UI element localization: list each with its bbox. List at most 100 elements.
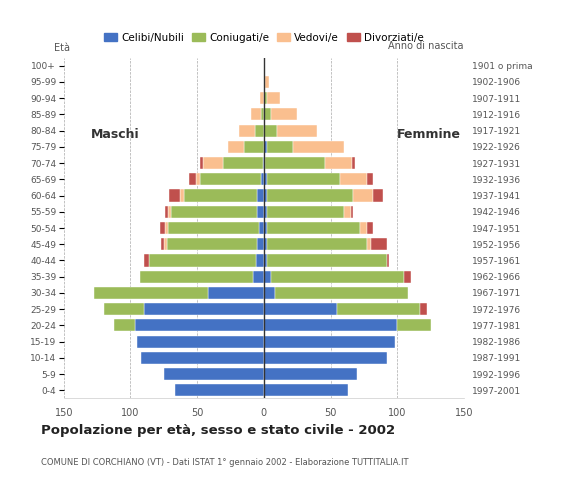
Bar bbox=[168, 206, 171, 218]
Bar bbox=[264, 368, 357, 380]
Bar bbox=[175, 384, 264, 396]
Bar bbox=[168, 222, 259, 234]
Bar bbox=[200, 157, 202, 169]
Bar bbox=[267, 238, 367, 250]
Bar bbox=[267, 206, 344, 218]
Bar bbox=[180, 190, 184, 202]
Bar bbox=[277, 124, 317, 137]
Bar bbox=[267, 173, 340, 185]
Bar bbox=[337, 303, 420, 315]
Bar bbox=[270, 108, 297, 120]
Bar bbox=[267, 222, 360, 234]
Bar bbox=[140, 271, 253, 283]
Bar bbox=[260, 92, 264, 104]
Bar bbox=[387, 254, 389, 266]
Bar bbox=[367, 238, 371, 250]
Bar bbox=[267, 141, 293, 153]
Bar bbox=[171, 206, 257, 218]
Bar bbox=[223, 157, 263, 169]
Bar bbox=[264, 238, 267, 250]
Bar bbox=[164, 238, 166, 250]
Bar bbox=[257, 190, 264, 202]
Bar bbox=[189, 173, 196, 185]
Bar bbox=[114, 319, 135, 332]
Text: COMUNE DI CORCHIANO (VT) - Dati ISTAT 1° gennaio 2002 - Elaborazione TUTTITALIA.: COMUNE DI CORCHIANO (VT) - Dati ISTAT 1°… bbox=[41, 457, 408, 467]
Bar bbox=[135, 319, 264, 332]
Bar bbox=[264, 319, 397, 332]
Legend: Celibi/Nubili, Coniugati/e, Vedovi/e, Divorziati/e: Celibi/Nubili, Coniugati/e, Vedovi/e, Di… bbox=[100, 29, 427, 47]
Bar bbox=[149, 254, 256, 266]
Bar bbox=[264, 303, 337, 315]
Bar bbox=[264, 76, 265, 88]
Bar bbox=[238, 124, 255, 137]
Bar bbox=[352, 157, 354, 169]
Text: Età: Età bbox=[54, 43, 70, 53]
Bar bbox=[264, 92, 267, 104]
Bar bbox=[165, 222, 168, 234]
Bar bbox=[404, 271, 411, 283]
Bar bbox=[208, 287, 264, 299]
Bar bbox=[397, 319, 430, 332]
Bar bbox=[264, 352, 387, 364]
Bar bbox=[264, 124, 277, 137]
Bar bbox=[259, 222, 264, 234]
Bar bbox=[264, 157, 265, 169]
Bar bbox=[141, 352, 264, 364]
Bar bbox=[353, 190, 374, 202]
Bar bbox=[265, 76, 269, 88]
Bar bbox=[293, 141, 344, 153]
Bar bbox=[196, 173, 200, 185]
Bar bbox=[137, 336, 264, 348]
Bar bbox=[202, 157, 223, 169]
Text: Popolazione per età, sesso e stato civile - 2002: Popolazione per età, sesso e stato civil… bbox=[41, 424, 395, 437]
Bar bbox=[166, 238, 257, 250]
Bar bbox=[228, 141, 244, 153]
Bar bbox=[264, 384, 348, 396]
Bar bbox=[265, 157, 325, 169]
Bar bbox=[367, 173, 374, 185]
Bar bbox=[264, 254, 267, 266]
Bar bbox=[160, 222, 165, 234]
Bar bbox=[104, 303, 144, 315]
Bar bbox=[360, 222, 367, 234]
Bar bbox=[256, 254, 264, 266]
Bar bbox=[161, 238, 164, 250]
Bar bbox=[340, 173, 367, 185]
Bar bbox=[264, 173, 267, 185]
Text: Anno di nascita: Anno di nascita bbox=[389, 41, 464, 51]
Bar bbox=[264, 222, 267, 234]
Bar bbox=[244, 141, 264, 153]
Bar bbox=[263, 157, 264, 169]
Bar bbox=[274, 287, 408, 299]
Bar bbox=[264, 190, 267, 202]
Bar bbox=[184, 190, 257, 202]
Bar bbox=[257, 238, 264, 250]
Bar bbox=[144, 303, 264, 315]
Bar bbox=[165, 206, 168, 218]
Bar bbox=[261, 108, 264, 120]
Bar bbox=[169, 190, 180, 202]
Bar bbox=[257, 206, 264, 218]
Bar bbox=[264, 271, 270, 283]
Bar bbox=[144, 254, 149, 266]
Bar bbox=[367, 222, 374, 234]
Bar bbox=[253, 271, 264, 283]
Bar bbox=[344, 206, 350, 218]
Bar bbox=[261, 173, 264, 185]
Bar bbox=[325, 157, 352, 169]
Bar bbox=[264, 108, 270, 120]
Text: Maschi: Maschi bbox=[90, 128, 139, 141]
Bar bbox=[371, 238, 387, 250]
Bar bbox=[374, 190, 383, 202]
Bar bbox=[350, 206, 353, 218]
Bar bbox=[267, 254, 387, 266]
Bar bbox=[264, 206, 267, 218]
Bar bbox=[264, 336, 394, 348]
Bar bbox=[267, 92, 280, 104]
Bar bbox=[270, 271, 404, 283]
Bar bbox=[420, 303, 427, 315]
Bar bbox=[267, 190, 353, 202]
Bar bbox=[95, 287, 208, 299]
Bar bbox=[200, 173, 261, 185]
Bar bbox=[251, 108, 261, 120]
